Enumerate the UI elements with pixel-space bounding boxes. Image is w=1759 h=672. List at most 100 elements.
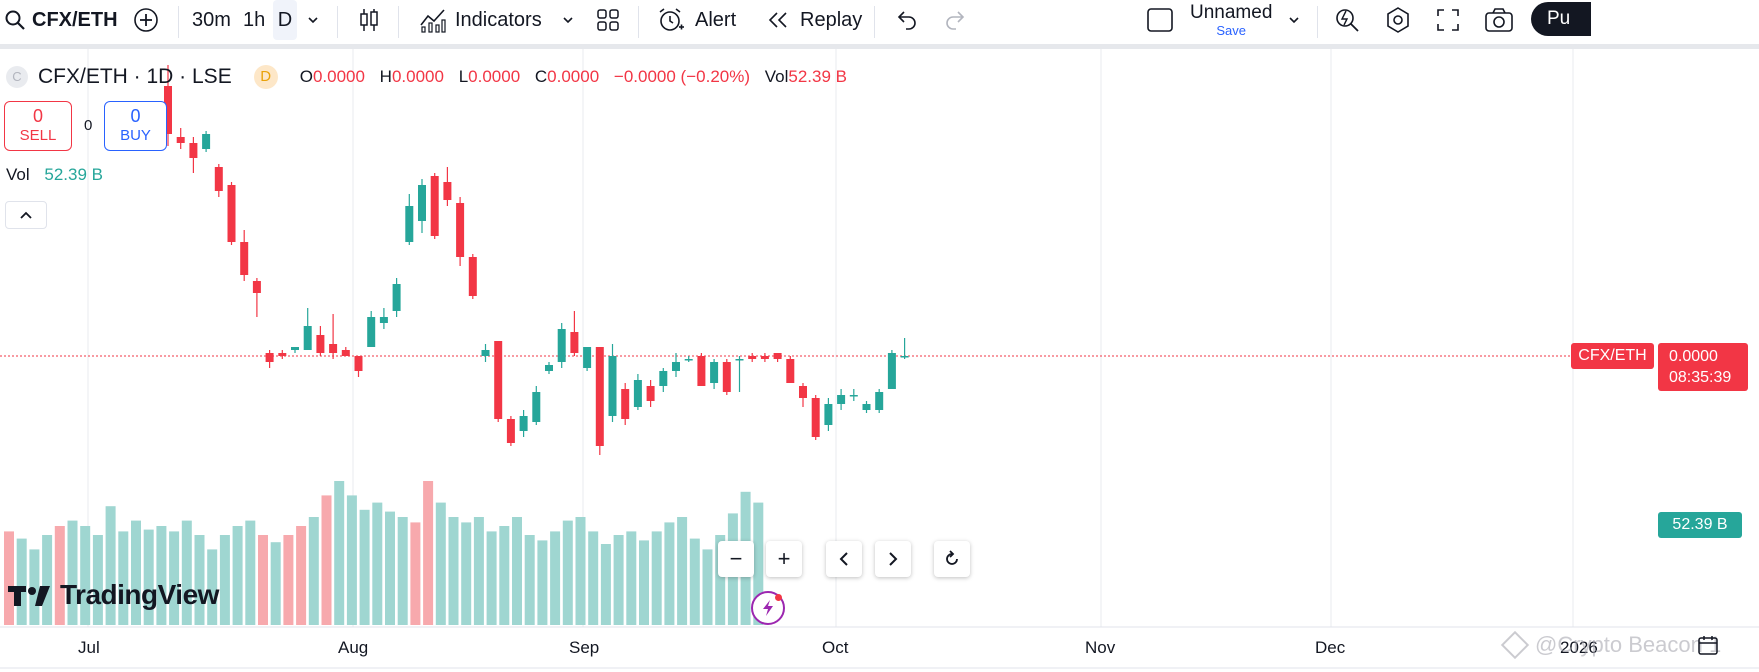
vol-row-value: 52.39 B (44, 165, 103, 184)
candles-icon (356, 7, 382, 33)
candle (646, 380, 655, 407)
replay-button[interactable]: Replay (766, 0, 862, 40)
interval-dropdown[interactable] (305, 0, 321, 40)
symbol-label: CFX/ETH (32, 8, 118, 31)
candle-body (887, 353, 896, 389)
calendar-icon[interactable] (1697, 634, 1719, 661)
fullscreen-button[interactable] (1436, 0, 1460, 40)
candle (341, 347, 350, 356)
candle-body (862, 404, 871, 410)
scroll-left-button[interactable] (826, 541, 862, 577)
logo-text: TradingView (60, 579, 219, 610)
scroll-right-button[interactable] (875, 541, 911, 577)
chevron-up-icon (19, 209, 33, 221)
layout-dropdown[interactable] (1286, 0, 1302, 40)
zoom-in-button[interactable]: + (766, 541, 802, 577)
grid-icon (596, 8, 620, 32)
vol-key: Vol (764, 67, 789, 86)
vol-row-key: Vol (6, 165, 30, 184)
chevron-down-icon (1286, 12, 1302, 28)
time-label-sep: Sep (569, 638, 600, 657)
candle (278, 350, 287, 359)
candle (659, 368, 668, 392)
watermark-text: @Crypto Beacon 1 (1535, 632, 1722, 657)
gear-icon (1384, 6, 1412, 34)
candle (240, 230, 249, 281)
candle-body (418, 185, 426, 221)
volume-bar (435, 502, 446, 625)
chart-type-button[interactable] (356, 0, 382, 40)
time-label-dec: Dec (1315, 638, 1346, 657)
candle-body (227, 185, 236, 242)
candle (202, 131, 211, 152)
candle (189, 137, 198, 173)
alert-button[interactable]: Alert (657, 0, 736, 40)
volume-bar (562, 520, 573, 625)
candle (468, 254, 477, 299)
undo-button[interactable] (894, 0, 918, 40)
candle (265, 350, 274, 368)
symbol-price-tag: CFX/ETH (1571, 343, 1654, 369)
quick-search-button[interactable] (1334, 0, 1360, 40)
redo-button[interactable] (944, 0, 968, 40)
layout-name-button[interactable]: Unnamed Save (1190, 0, 1272, 40)
volume-series (4, 481, 764, 625)
settings-button[interactable] (1384, 0, 1412, 40)
lightning-badge[interactable] (751, 591, 785, 625)
publish-button[interactable]: Pu (1531, 2, 1591, 36)
volume-bar (626, 531, 637, 625)
change-value: −0.0000 (−0.20%) (613, 67, 751, 86)
candle (456, 197, 465, 266)
sell-button[interactable]: 0 SELL (4, 101, 72, 151)
search-icon (4, 9, 26, 31)
open-value: 0.0000 (312, 67, 365, 86)
candle-body (811, 398, 820, 437)
candle (494, 341, 503, 422)
volume-bar (372, 502, 383, 625)
collapse-legend-button[interactable] (5, 201, 47, 229)
interval-30m[interactable]: 30m (192, 0, 231, 40)
candle (735, 356, 744, 392)
volume-bar (461, 522, 472, 625)
templates-button[interactable] (596, 0, 620, 40)
close-value: 0.0000 (547, 67, 600, 86)
toolbar-divider (874, 6, 875, 38)
volume-bar (219, 535, 230, 625)
indicators-dropdown[interactable] (560, 0, 576, 40)
chevron-right-icon (887, 551, 899, 567)
chart-area[interactable] (0, 49, 1759, 672)
candle-body (722, 362, 731, 392)
volume-bar (42, 535, 53, 625)
snapshot-button[interactable] (1484, 0, 1514, 40)
buy-button[interactable]: 0 BUY (104, 101, 167, 151)
volume-bar (258, 535, 268, 625)
time-label-2026: 2026 (1560, 638, 1598, 657)
volume-legend[interactable]: Vol 52.39 B (6, 165, 103, 185)
volume-bar (131, 520, 141, 625)
tradingview-logo[interactable]: TradingView (8, 578, 219, 612)
indicators-button[interactable]: Indicators (419, 0, 542, 40)
redo-icon (944, 9, 968, 31)
candle-body (430, 176, 439, 236)
candle-body (392, 284, 401, 311)
plus-icon: + (777, 546, 791, 571)
interval-1h[interactable]: 1h (243, 0, 265, 40)
candle-body (837, 395, 846, 404)
candle (545, 362, 553, 374)
interval-d[interactable]: D (273, 0, 297, 40)
layout-toggle-button[interactable] (1146, 0, 1174, 40)
volume-bar (664, 522, 675, 625)
volume-bar (346, 495, 357, 625)
legend-symbol[interactable]: CFX/ETH · 1D · LSE (38, 65, 232, 88)
volume-bar (397, 517, 408, 625)
indicators-icon (419, 7, 447, 33)
candle-body (443, 182, 452, 200)
candle (405, 194, 414, 245)
low-value: 0.0000 (468, 67, 521, 86)
market-status-badge[interactable]: D (253, 65, 278, 89)
compare-symbol-button[interactable] (133, 0, 159, 40)
reset-chart-button[interactable] (934, 541, 970, 577)
zoom-out-button[interactable]: − (718, 541, 754, 577)
symbol-search[interactable]: CFX/ETH (4, 0, 118, 40)
volume-bar (105, 506, 116, 625)
